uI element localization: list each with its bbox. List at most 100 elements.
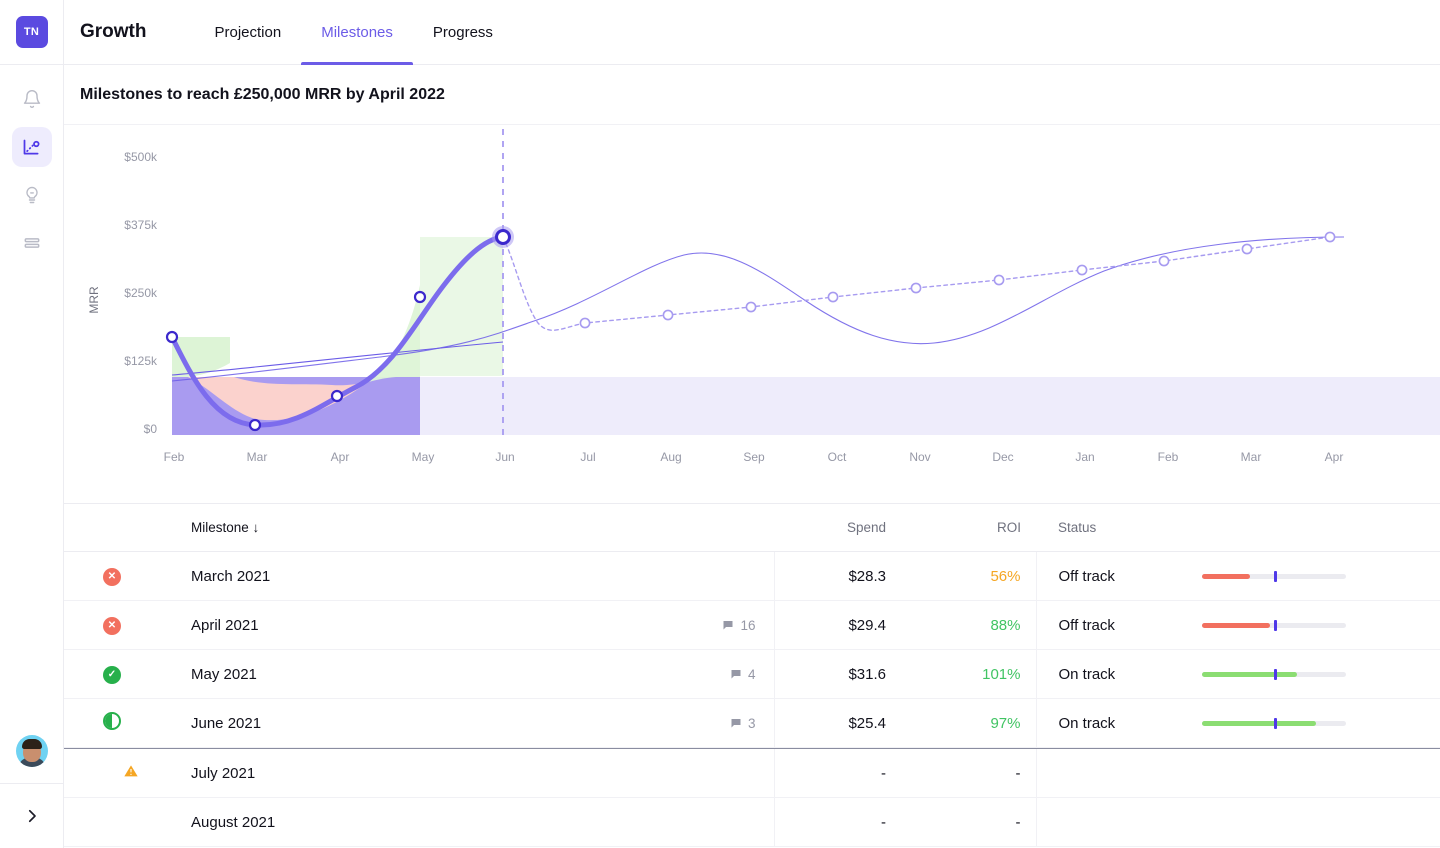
row-status-icon-cell: [64, 698, 160, 748]
workspace-logo[interactable]: TN: [15, 16, 48, 48]
progress-bar[interactable]: [1202, 717, 1346, 729]
proj-point-dec[interactable]: [993, 274, 1005, 286]
tab-projection[interactable]: Projection: [214, 23, 282, 41]
proj-point-oct[interactable]: [827, 291, 839, 303]
chart-header: Milestones to reach £250,000 MRR by Apri…: [64, 65, 1440, 125]
row-milestone-cell[interactable]: August 2021: [160, 797, 775, 847]
row-roi: 56%: [904, 551, 1037, 601]
x-tick-0: Feb: [164, 450, 185, 464]
table-row[interactable]: June 2021 3 $25.4: [64, 698, 1440, 748]
row-status-icon-cell: ✓: [64, 649, 160, 699]
progress-bar[interactable]: [1202, 619, 1346, 631]
lightbulb-icon: [22, 185, 42, 205]
status-label: On track: [1058, 665, 1116, 683]
sidebar-item-reports[interactable]: [12, 223, 52, 263]
col-status[interactable]: Status: [1036, 504, 1346, 552]
top-bar: Growth Projection Milestones Progress: [64, 0, 1440, 65]
col-roi[interactable]: ROI: [904, 504, 1036, 552]
sidebar-bottom-divider: [0, 783, 64, 784]
y-tick-0: $500k: [124, 150, 158, 164]
table-row[interactable]: ✓ May 2021 4: [64, 649, 1440, 699]
row-milestone-cell[interactable]: June 2021 3: [160, 698, 775, 748]
x-tick-8: Oct: [828, 450, 847, 464]
chart-svg: MRR $500k $375k $250k $125k $0 Feb Mar A…: [87, 129, 1440, 464]
col-mrr[interactable]: MRR: [1346, 504, 1440, 552]
x-tick-5: Jul: [580, 450, 595, 464]
milestone-name: March 2021: [191, 567, 271, 585]
comment-icon: [730, 717, 742, 729]
milestone-name: August 2021: [191, 813, 276, 831]
tab-milestones[interactable]: Milestones: [301, 0, 413, 65]
row-status-icon-cell: [64, 797, 160, 847]
x-tick-2: Apr: [331, 450, 350, 464]
proj-point-aug[interactable]: [662, 309, 674, 321]
progress-bar[interactable]: [1202, 570, 1346, 582]
progress-bar[interactable]: [1202, 668, 1346, 680]
user-avatar-wrap[interactable]: [15, 735, 48, 783]
sidebar-item-analytics[interactable]: [11, 127, 52, 167]
y-tick-2: $250k: [124, 286, 158, 300]
mrr-chart[interactable]: MRR $500k $375k $250k $125k $0 Feb Mar A…: [64, 125, 1440, 503]
row-status-cell: [1036, 797, 1346, 847]
table-row[interactable]: ✕ April 2021 16: [64, 600, 1440, 650]
table-row[interactable]: July 2021 - - $130k: [64, 748, 1440, 798]
list-icon: [22, 233, 42, 253]
data-point-jun[interactable]: [495, 229, 511, 245]
col-milestone[interactable]: Milestone ↓: [160, 504, 774, 552]
sort-arrow-icon[interactable]: ↓: [252, 520, 260, 535]
table-row[interactable]: ✕ March 2021 $28.3 56%: [64, 551, 1440, 601]
y-axis-ticks: $500k $375k $250k $125k $0: [124, 150, 158, 436]
proj-point-jul[interactable]: [579, 317, 591, 329]
row-status-icon-cell: ✕: [64, 551, 160, 601]
progress-target-marker: [1274, 570, 1277, 582]
projection-data-points[interactable]: [579, 231, 1336, 329]
row-status-cell: [1036, 748, 1346, 798]
milestones-panel: Milestones to reach £250,000 MRR by Apri…: [64, 65, 1440, 848]
proj-point-sep[interactable]: [745, 301, 757, 313]
warning-triangle-icon: [123, 763, 139, 779]
x-tick-3: May: [412, 450, 435, 464]
comment-count[interactable]: 3: [730, 716, 756, 731]
actual-data-points[interactable]: [165, 226, 514, 432]
sidebar-item-notifications[interactable]: [12, 79, 52, 119]
proj-point-jan[interactable]: [1076, 264, 1088, 276]
comment-count[interactable]: 4: [730, 667, 756, 682]
table-header-row: Milestone ↓ Spend ROI Status MRR: [64, 504, 1440, 552]
data-point-may[interactable]: [413, 290, 427, 304]
comment-count[interactable]: 16: [722, 617, 756, 633]
table-body: ✕ March 2021 $28.3 56%: [64, 551, 1440, 847]
table-row[interactable]: August 2021 - - $140k: [64, 797, 1440, 847]
col-spend[interactable]: Spend: [774, 504, 904, 552]
avatar-body: [18, 758, 45, 767]
baseline-line: [171, 341, 504, 376]
comment-count-value: 16: [740, 617, 756, 633]
proj-point-apr[interactable]: [1324, 231, 1336, 243]
data-point-feb[interactable]: [165, 330, 179, 344]
data-point-apr[interactable]: [330, 389, 344, 403]
row-spend: $29.4: [774, 600, 904, 650]
avatar[interactable]: [15, 735, 48, 767]
x-axis-ticks: Feb Mar Apr May Jun Jul Aug Sep Oct Nov …: [164, 450, 1344, 464]
proj-point-feb[interactable]: [1158, 255, 1170, 267]
expand-sidebar-button[interactable]: [0, 784, 64, 848]
proj-point-nov[interactable]: [910, 282, 922, 294]
data-point-mar[interactable]: [248, 418, 262, 432]
bell-icon: [22, 89, 42, 109]
row-milestone-cell[interactable]: April 2021 16: [160, 600, 775, 650]
milestones-table: Milestone ↓ Spend ROI Status MRR: [64, 504, 1440, 847]
x-tick-9: Nov: [909, 450, 930, 464]
y-tick-4: $0: [144, 422, 158, 436]
row-milestone-cell[interactable]: March 2021: [160, 551, 775, 601]
row-milestone-cell[interactable]: July 2021: [160, 748, 775, 798]
y-tick-3: $125k: [124, 354, 158, 368]
proj-point-mar[interactable]: [1241, 243, 1253, 255]
row-milestone-cell[interactable]: May 2021 4: [160, 649, 775, 699]
sidebar-nav: [11, 65, 52, 263]
x-tick-11: Jan: [1075, 450, 1094, 464]
x-tick-4: Jun: [495, 450, 514, 464]
tab-progress[interactable]: Progress: [432, 23, 493, 41]
comment-icon: [722, 619, 734, 631]
sidebar-item-insights[interactable]: [12, 175, 52, 215]
col-status-icon: [64, 504, 160, 552]
row-spend: $28.3: [774, 551, 904, 601]
